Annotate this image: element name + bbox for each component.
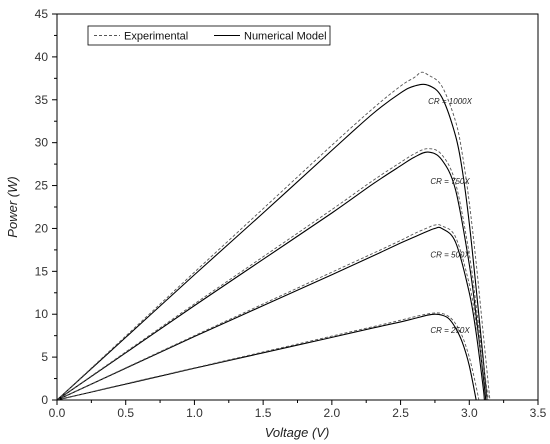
experimental-curve-cr250: [56, 312, 480, 401]
x-tick-label: 2.0: [324, 406, 341, 420]
y-tick-label: 40: [35, 50, 49, 64]
y-axis-title: Power (W): [5, 176, 20, 237]
numerical-model-curve-cr750: [56, 151, 487, 401]
y-tick-label: 25: [35, 179, 49, 193]
plot-frame: [56, 13, 539, 401]
y-tick-label: 35: [35, 93, 49, 107]
y-tick-label: 15: [35, 264, 49, 278]
series-layer: [56, 71, 491, 401]
cr-annotation-label: CR = 1000X: [428, 97, 472, 106]
cr-annotation-label: CR = 500X: [430, 251, 470, 260]
cr-annotation-label: CR = 250X: [430, 326, 470, 335]
annotation-layer: CR = 1000X CR = 750X CR = 500X CR = 250X: [428, 97, 472, 335]
x-tick-label: 0.0: [49, 406, 66, 420]
x-tick-label: 1.5: [255, 406, 272, 420]
y-tick-label: 30: [35, 136, 49, 150]
y-tick-label: 45: [35, 7, 49, 21]
legend-label-numerical-model: Numerical Model: [244, 31, 327, 43]
cr-annotation-label: CR = 750X: [430, 177, 470, 186]
axes-layer: 0.0 0.5 1.0 1.5 2.0 2.5 3.0 3.5 0 5 10 15 20 25 30 35 40…: [35, 7, 547, 420]
numerical-model-curve-cr500: [56, 226, 485, 401]
x-tick-label: 2.5: [392, 406, 409, 420]
x-tick-label: 3.5: [530, 406, 547, 420]
numerical-model-curve-cr250: [56, 313, 477, 401]
x-tick-label: 1.0: [186, 406, 203, 420]
y-tick-label: 20: [35, 221, 49, 235]
legend-label-experimental: Experimental: [124, 31, 188, 43]
legend-box: [87, 25, 331, 46]
x-tick-label: 0.5: [117, 406, 134, 420]
experimental-curve-cr750: [56, 148, 489, 401]
y-tick-label: 10: [35, 307, 49, 321]
x-axis-title: Voltage (V): [265, 425, 330, 440]
y-tick-label: 5: [41, 350, 48, 364]
experimental-curve-cr1000: [56, 71, 491, 401]
experimental-curve-cr500: [56, 224, 488, 401]
numerical-model-curve-cr1000: [56, 83, 488, 401]
legend: Experimental Numerical Model: [87, 25, 331, 46]
x-tick-label: 3.0: [461, 406, 478, 420]
y-tick-label: 0: [41, 393, 48, 407]
